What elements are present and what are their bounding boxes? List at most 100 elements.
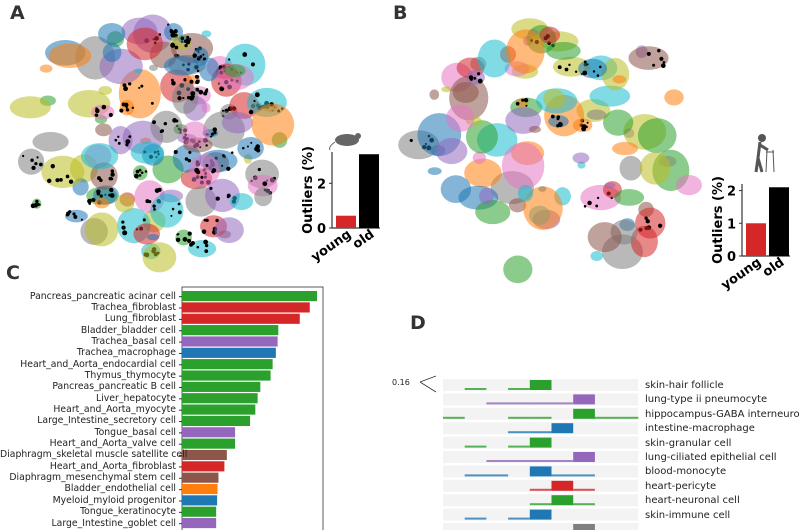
outlier-point — [140, 84, 144, 88]
outlier-point — [59, 178, 63, 182]
outlier-point — [645, 219, 650, 224]
outlier-point — [72, 212, 76, 216]
y-tick-label: Pancreas_pancreatic acinar cell — [29, 290, 176, 302]
outlier-point — [140, 171, 144, 174]
outlier-point — [200, 175, 204, 179]
outlier-point — [177, 210, 182, 215]
outlier-point — [587, 200, 592, 206]
minor-bin — [573, 474, 595, 477]
minor-bin — [551, 402, 574, 405]
outlier-point — [595, 204, 599, 208]
outlier-point — [468, 75, 474, 80]
outlier-point — [38, 203, 41, 206]
y-tick-label: Heart_and_Aorta_myocyte — [53, 404, 176, 415]
outlier-point — [170, 32, 176, 38]
outlier-point — [80, 218, 83, 221]
outlier-point — [596, 196, 600, 200]
umap-cluster — [148, 64, 158, 71]
outlier-point — [199, 55, 203, 58]
umap-cluster — [142, 242, 177, 273]
outlier-point — [125, 139, 131, 144]
outlier-point — [660, 63, 666, 69]
umap-cluster — [133, 223, 161, 245]
y-tick-label: Heart_and_Aorta_valve cell — [49, 438, 176, 450]
umap-cluster — [664, 89, 684, 106]
umap-cluster — [548, 115, 569, 128]
umap-cluster — [602, 109, 634, 136]
outlier-point — [215, 196, 220, 201]
outlier-point — [89, 198, 92, 202]
row-background — [443, 422, 639, 435]
umap-cluster — [675, 175, 702, 196]
minor-bin — [508, 460, 530, 462]
outlier-point — [125, 106, 128, 109]
outlier-point — [182, 97, 185, 100]
scale-annotation: 0.16 — [392, 378, 410, 387]
outlier-point — [150, 101, 154, 105]
minor-bin — [443, 416, 465, 419]
minor-bin — [529, 431, 552, 434]
outlier-point — [95, 108, 100, 114]
outlier-point — [652, 63, 656, 67]
outlier-point — [152, 120, 156, 125]
y-tick-label: 2 — [727, 185, 736, 200]
umap-cluster — [163, 55, 200, 76]
outlier-point — [180, 36, 185, 41]
outlier-point — [173, 150, 178, 155]
outlier-point — [121, 225, 126, 230]
umap-cluster — [446, 104, 475, 132]
umap-cluster — [133, 68, 143, 74]
elderly-person-walker-icon — [754, 134, 775, 173]
umap-cluster — [48, 43, 92, 68]
outlier-point — [659, 56, 664, 61]
outlier-point — [170, 78, 174, 82]
outlier-point — [171, 81, 176, 86]
outlier-point — [182, 237, 188, 242]
umap-cluster — [440, 175, 472, 203]
umap-cluster — [506, 29, 545, 74]
outlier-point — [138, 86, 141, 90]
bar-Trachea_basal-cell — [182, 336, 278, 347]
outlier-point — [477, 78, 483, 84]
umap-cluster — [224, 64, 246, 78]
minor-bin — [529, 460, 552, 462]
outlier-point — [215, 218, 219, 223]
peak-bin — [529, 437, 552, 448]
outlier-point — [644, 216, 648, 220]
outlier-point — [88, 202, 91, 205]
y-tick-label: Heart_and_Aorta_fibroblast — [49, 460, 176, 472]
outlier-point — [186, 95, 191, 100]
umap-cluster — [479, 187, 494, 205]
outlier-point — [131, 106, 134, 110]
outlier-point — [153, 208, 156, 211]
outlier-point — [186, 35, 190, 39]
y-tick-label: Myeloid_myloid progenitor — [52, 494, 176, 506]
minor-bin — [529, 416, 552, 419]
y-tick-label: Trachea_fibroblast — [91, 301, 176, 313]
outlier-point — [250, 62, 255, 67]
row-label: heart-neuronal cell — [645, 495, 740, 507]
outlier-point — [202, 57, 207, 61]
outlier-point — [477, 72, 481, 76]
outlier-point — [205, 88, 209, 91]
umap-cluster — [214, 217, 244, 243]
outlier-point — [190, 241, 195, 246]
mouse-body — [335, 134, 359, 146]
bar-Large_Intestine_goblet-cell — [182, 518, 217, 529]
umap-cluster — [465, 120, 498, 154]
umap-cluster — [427, 167, 442, 175]
mouse-icon — [329, 133, 361, 151]
minor-bin — [508, 431, 530, 434]
outlier-point — [564, 67, 569, 72]
outlier-point — [524, 99, 527, 102]
umap-cluster — [503, 255, 533, 284]
minor-bin — [594, 416, 617, 419]
bar-Pancreas_pancreatic-acinar-cell — [182, 291, 318, 302]
bar-Large_Intestine_secretory-cell — [182, 415, 251, 426]
y-tick-label: Trachea_macrophage — [76, 347, 176, 359]
outlier-point — [202, 53, 205, 56]
bar-Heart_and_Aorta_endocardial-cell — [182, 359, 273, 370]
umap-cluster — [98, 23, 126, 45]
umap-cluster — [435, 138, 468, 165]
bar-Tongue_keratinocyte — [182, 506, 217, 517]
